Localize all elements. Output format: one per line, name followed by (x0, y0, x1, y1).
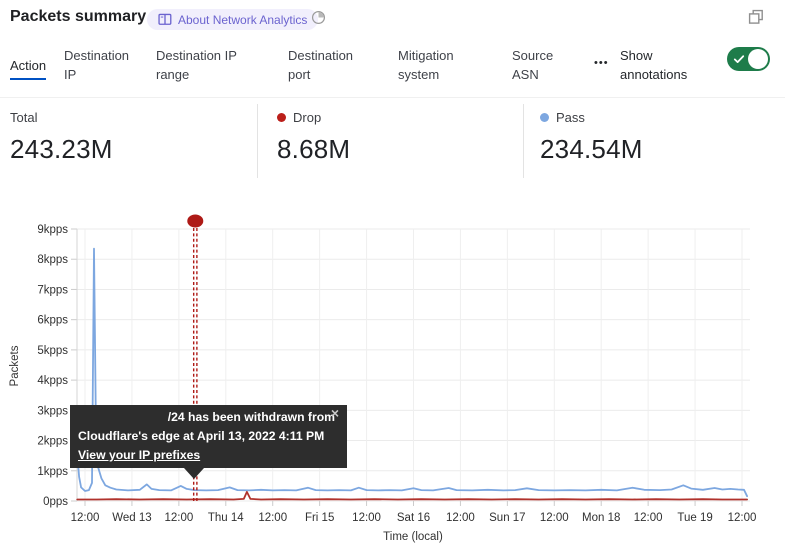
y-tick-label: 8kpps (37, 254, 68, 266)
drop-line (76, 490, 748, 501)
badge-label: About Network Analytics (178, 12, 308, 27)
x-tick-label: Mon 18 (582, 512, 620, 524)
close-icon[interactable]: × (330, 405, 339, 421)
tab-mitigation-system[interactable]: Mitigation system (398, 48, 454, 82)
tooltip-text-line2: Cloudflare's edge at April 13, 2022 4:11… (78, 429, 325, 443)
show-annotations-toggle[interactable] (727, 47, 770, 71)
divider (0, 97, 785, 98)
pass-label: Pass (556, 110, 585, 125)
tab-action[interactable]: Action (10, 56, 47, 80)
x-tick-label: 12:00 (352, 512, 381, 524)
stat-drop: Drop 8.68M (277, 110, 350, 165)
stat-total: Total 243.23M (10, 110, 113, 165)
pass-value: 234.54M (540, 134, 643, 164)
x-tick-label: 12:00 (540, 512, 569, 524)
divider (523, 104, 524, 178)
y-tick-label: 2kpps (37, 436, 68, 448)
x-tick-label: Wed 13 (112, 512, 151, 524)
x-tick-label: 12:00 (728, 512, 757, 524)
total-label: Total (10, 110, 38, 125)
drop-value: 8.68M (277, 134, 351, 164)
check-icon (733, 55, 745, 63)
y-axis-title: Packets (9, 345, 21, 386)
y-tick-label: 6kpps (37, 315, 68, 327)
annotation-tooltip: × /24 has been withdrawn from Cloudflare… (70, 405, 347, 479)
x-tick-label: 12:00 (634, 512, 663, 524)
tab-destination-port[interactable]: Destination port (288, 48, 354, 82)
y-tick-label: 3kpps (37, 405, 68, 417)
annotation-marker-dot[interactable] (187, 214, 204, 228)
pass-dot (540, 113, 549, 122)
x-tick-label: 12:00 (446, 512, 475, 524)
tab-source-asn[interactable]: Source ASN (512, 48, 554, 82)
x-tick-label: Sat 16 (397, 512, 430, 524)
y-tick-label: 4kpps (37, 375, 68, 387)
stat-pass: Pass 234.54M (540, 110, 643, 165)
x-tick-label: 12:00 (258, 512, 287, 524)
y-tick-label: 5kpps (37, 345, 68, 357)
x-tick-label: 12:00 (164, 512, 193, 524)
y-tick-label: 1kpps (37, 466, 68, 478)
total-value: 243.23M (10, 134, 113, 164)
y-tick-label: 0pps (43, 496, 68, 508)
y-tick-label: 7kpps (37, 284, 68, 296)
drop-dot (277, 113, 286, 122)
ellipsis-icon[interactable]: ••• (594, 57, 609, 69)
x-tick-label: Sun 17 (489, 512, 525, 524)
page-title: Packets summary (10, 8, 147, 25)
tooltip-text-line1: /24 has been withdrawn from (167, 410, 335, 424)
history-clock-icon[interactable] (311, 10, 326, 30)
tab-destination-ip[interactable]: Destination IP (64, 48, 130, 82)
x-tick-label: Thu 14 (208, 512, 244, 524)
tooltip-pointer (184, 468, 204, 479)
y-tick-label: 9kpps (37, 224, 68, 236)
divider (257, 104, 258, 178)
tab-destination-ip-range[interactable]: Destination IP range (156, 48, 237, 82)
book-icon (158, 13, 172, 26)
show-annotations-label: Show annotations (620, 48, 688, 82)
x-tick-label: 12:00 (71, 512, 100, 524)
x-tick-label: Fri 15 (305, 512, 334, 524)
toggle-knob (748, 49, 768, 69)
overlap-squares-icon[interactable] (748, 9, 764, 30)
view-ip-prefixes-link[interactable]: View your IP prefixes (78, 448, 201, 462)
about-network-analytics-badge[interactable]: About Network Analytics (147, 9, 319, 30)
x-tick-label: Tue 19 (677, 512, 712, 524)
drop-label: Drop (293, 110, 322, 125)
x-axis-title: Time (local) (383, 531, 443, 543)
